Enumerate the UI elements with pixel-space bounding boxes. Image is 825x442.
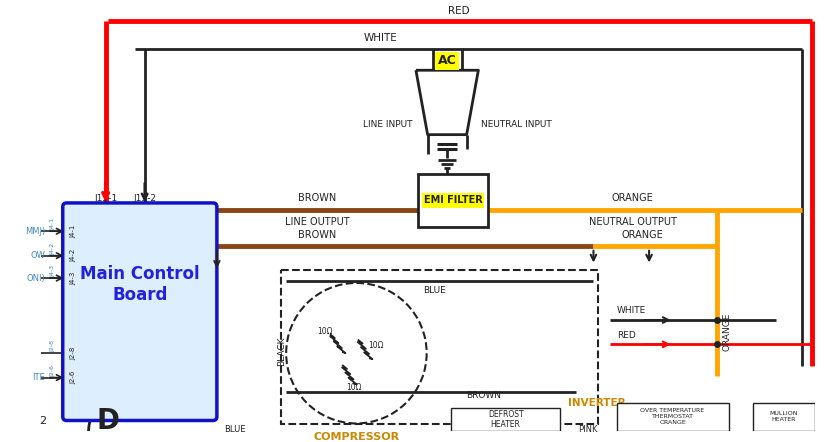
Text: ORANGE: ORANGE	[722, 312, 731, 351]
Text: J15-2: J15-2	[133, 194, 156, 203]
Text: D: D	[97, 408, 119, 435]
Text: BROWN: BROWN	[299, 193, 337, 203]
Text: DEFROST
HEATER: DEFROST HEATER	[488, 410, 524, 429]
Text: ITE: ITE	[32, 373, 45, 382]
Text: BLUE: BLUE	[423, 286, 446, 295]
FancyBboxPatch shape	[63, 203, 217, 420]
Text: J2-6: J2-6	[50, 365, 55, 377]
Text: BLUE: BLUE	[224, 425, 245, 434]
Text: INVERTER: INVERTER	[568, 398, 625, 408]
Text: NEUTRAL INPUT: NEUTRAL INPUT	[481, 120, 552, 130]
Text: J2-8: J2-8	[71, 347, 77, 360]
Text: RED: RED	[448, 6, 469, 15]
Text: RED: RED	[617, 331, 635, 339]
Text: OVER TEMPERATURE
THERMOSTAT
ORANGE: OVER TEMPERATURE THERMOSTAT ORANGE	[640, 408, 705, 425]
Bar	[617, 403, 729, 431]
Text: PINK: PINK	[578, 425, 597, 434]
Text: AC: AC	[438, 54, 456, 67]
Text: J4-3: J4-3	[71, 271, 77, 285]
Text: LINE OUTPUT: LINE OUTPUT	[285, 217, 350, 227]
Text: OW: OW	[31, 251, 45, 260]
Text: 2: 2	[39, 416, 46, 427]
Text: J4-3: J4-3	[50, 265, 55, 277]
Text: J4-1: J4-1	[50, 218, 55, 230]
Text: J4-2: J4-2	[71, 249, 77, 262]
Text: ORANGE: ORANGE	[621, 230, 663, 240]
Text: MMJ): MMJ)	[25, 227, 45, 236]
Text: LINE INPUT: LINE INPUT	[364, 120, 413, 130]
Bar	[281, 270, 598, 424]
Text: J4-2: J4-2	[50, 243, 55, 255]
Text: J2-8: J2-8	[50, 340, 55, 352]
Text: 10Ω: 10Ω	[318, 327, 333, 336]
Text: EMI FILTER: EMI FILTER	[423, 195, 483, 206]
Text: BROWN: BROWN	[299, 230, 337, 240]
Bar	[753, 403, 815, 431]
Text: J15-1: J15-1	[94, 194, 117, 203]
Text: J4-1: J4-1	[71, 225, 77, 238]
Text: ORANGE: ORANGE	[611, 193, 653, 203]
Text: BROWN: BROWN	[466, 391, 501, 400]
Text: NEUTRAL OUTPUT: NEUTRAL OUTPUT	[588, 217, 676, 227]
Text: ONI): ONI)	[26, 274, 45, 282]
Text: J2-6: J2-6	[71, 371, 77, 384]
Text: COMPRESSOR: COMPRESSOR	[314, 432, 399, 442]
Text: Main Control
Board: Main Control Board	[80, 266, 200, 304]
Text: MULLION
HEATER: MULLION HEATER	[770, 411, 798, 422]
Bar	[451, 408, 560, 431]
Text: 10Ω: 10Ω	[368, 341, 384, 350]
Text: BLACK: BLACK	[276, 336, 285, 366]
Bar	[418, 174, 488, 227]
Text: 10Ω: 10Ω	[346, 383, 362, 392]
Text: WHITE: WHITE	[617, 306, 646, 315]
Text: WHITE: WHITE	[364, 33, 398, 43]
